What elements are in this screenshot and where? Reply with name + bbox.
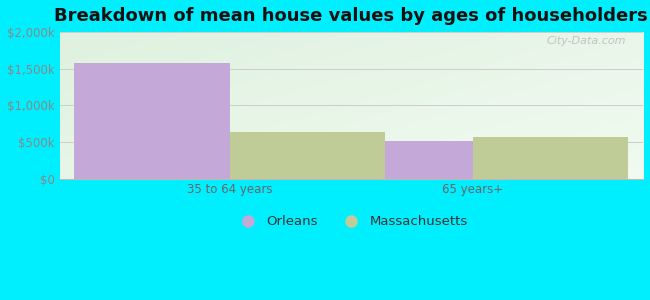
Text: City-Data.com: City-Data.com <box>546 37 625 46</box>
Bar <box>229 132 385 178</box>
Bar <box>317 140 473 178</box>
Title: Breakdown of mean house values by ages of householders: Breakdown of mean house values by ages o… <box>55 7 648 25</box>
Bar <box>74 63 229 178</box>
Legend: Orleans, Massachusetts: Orleans, Massachusetts <box>229 210 473 234</box>
Bar <box>473 137 629 178</box>
